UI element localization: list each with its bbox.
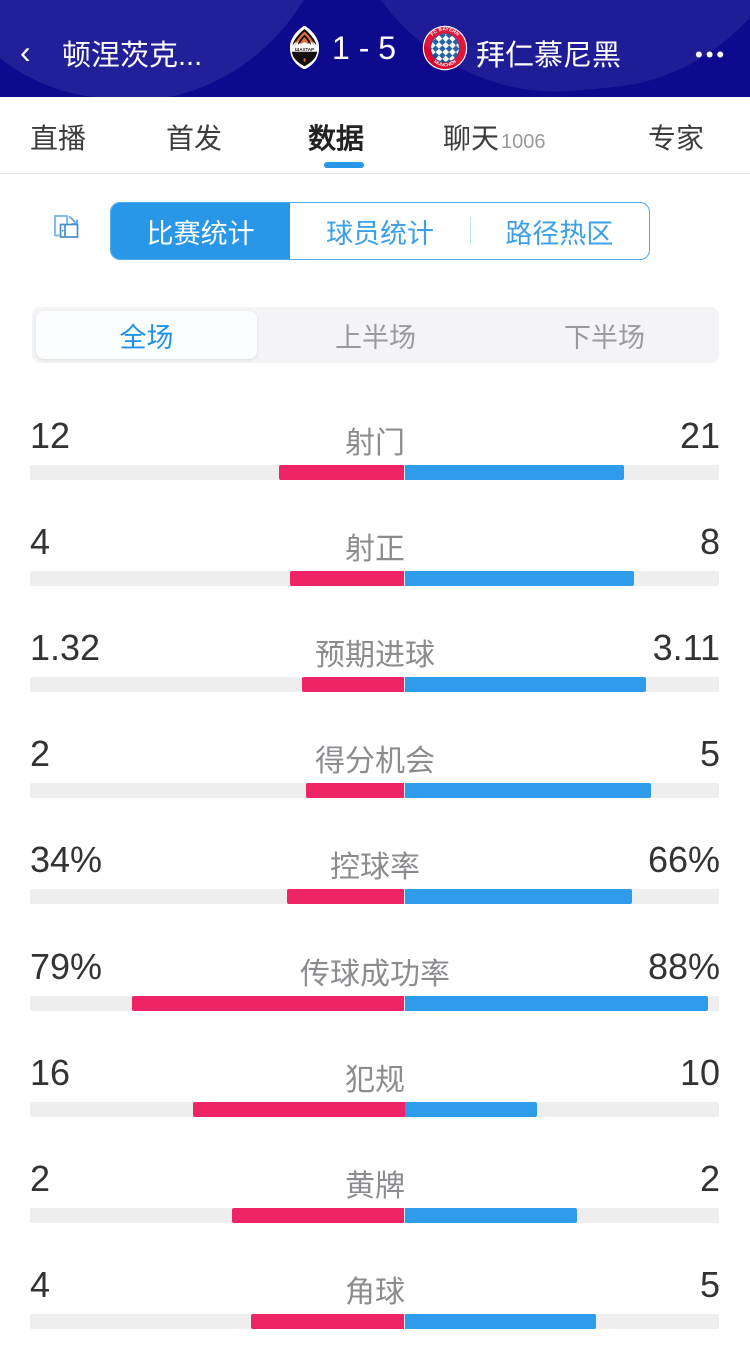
svg-text:ШАХТАР: ШАХТАР: [295, 47, 314, 52]
svg-text:FC BAYERN: FC BAYERN: [430, 26, 461, 37]
